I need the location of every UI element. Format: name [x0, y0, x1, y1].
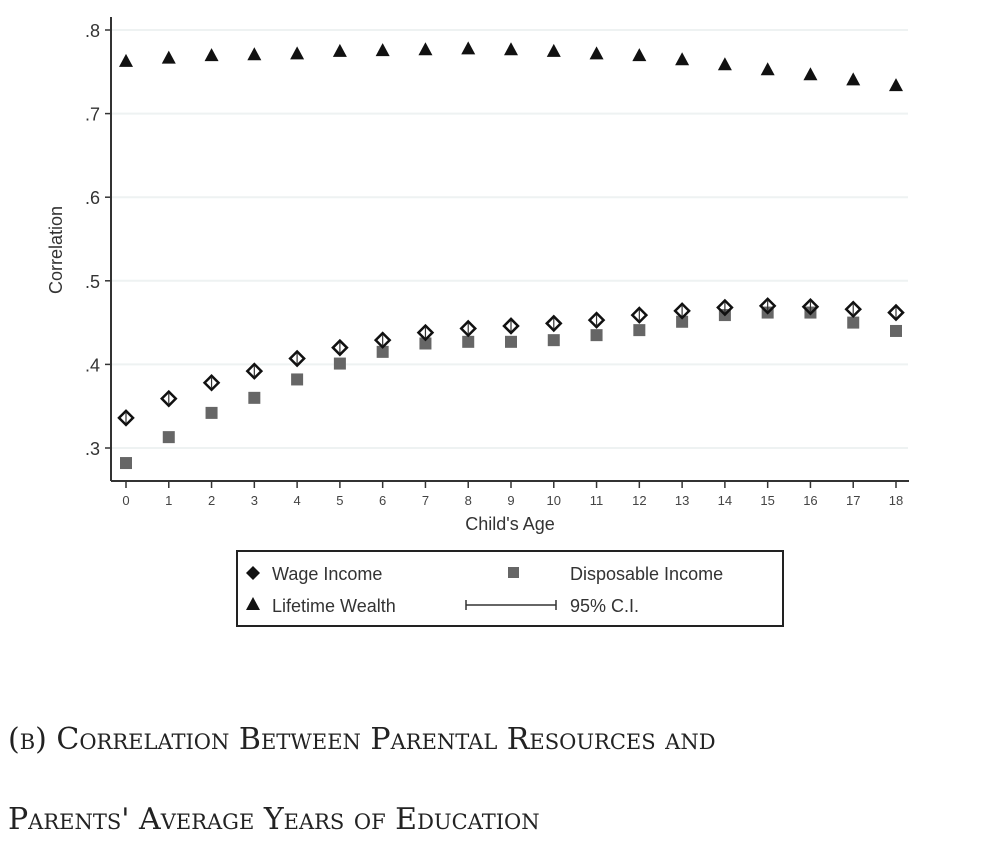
legend-disposable: Disposable Income	[570, 564, 723, 584]
x-tick-label: 8	[465, 493, 472, 508]
disposable-income-point	[890, 324, 902, 337]
lifetime-wealth-point	[760, 62, 775, 76]
lifetime-wealth-point	[589, 46, 604, 60]
wage-income-point	[587, 311, 606, 329]
lifetime-wealth-point	[803, 67, 818, 81]
wage-income-point	[331, 338, 349, 357]
legend-triangle-icon	[246, 597, 260, 610]
legend-square-icon	[508, 567, 519, 578]
x-axis-label: Child's Age	[465, 514, 555, 534]
x-tick-label: 18	[889, 493, 903, 508]
legend-wage: Wage Income	[272, 564, 382, 584]
lifetime-wealth-point	[332, 43, 347, 57]
lifetime-wealth-point	[546, 43, 561, 57]
x-tick-label: 6	[379, 493, 386, 508]
lifetime-wealth-point	[375, 43, 390, 57]
disposable-income-point	[847, 316, 860, 329]
y-axis-label: Correlation	[46, 206, 66, 294]
legend-ci: 95% C.I.	[570, 596, 639, 616]
lifetime-wealth-point	[846, 72, 861, 86]
lifetime-wealth-point	[290, 46, 305, 60]
wage-income-point	[117, 409, 135, 427]
lifetime-wealth-point	[632, 48, 647, 62]
y-tick-label: .4	[85, 355, 100, 375]
disposable-income-point	[120, 457, 132, 470]
disposable-income-point	[333, 357, 346, 370]
x-tick-label: 3	[251, 493, 258, 508]
correlation-chart: .3.4.5.6.7.80 1 2 3 4 5 6 7 8 9 10 11 12 13 14 15 16 17 18…	[46, 17, 909, 627]
lifetime-wealth-point	[675, 52, 690, 66]
x-tick-label: 9	[507, 493, 514, 508]
y-tick-label: .3	[85, 439, 100, 459]
lifetime-wealth-point	[247, 47, 262, 61]
wage-income-point	[844, 300, 862, 318]
x-tick-label: 5	[336, 493, 343, 508]
x-tick-label: 2	[208, 493, 215, 508]
wage-income-point	[801, 297, 820, 316]
y-tick-label: .7	[85, 105, 100, 125]
disposable-income-point	[376, 345, 389, 358]
wage-income-point	[545, 314, 563, 333]
lifetime-wealth-point	[504, 42, 518, 56]
disposable-income-point	[248, 391, 261, 404]
lifetime-wealth-point	[461, 41, 476, 55]
wage-income-point	[502, 317, 520, 335]
disposable-income-point	[633, 324, 646, 337]
wage-income-point	[887, 303, 905, 322]
disposable-income-point	[205, 406, 218, 419]
lifetime-wealth-point	[119, 53, 133, 67]
y-tick-label: .8	[85, 21, 100, 41]
x-tick-label: 17	[846, 493, 860, 508]
x-tick-label: 12	[632, 493, 646, 508]
x-tick-label: 1	[165, 493, 172, 508]
x-tick-label: 10	[547, 493, 561, 508]
disposable-income-point	[547, 334, 560, 347]
legend-ci-icon	[465, 600, 557, 610]
legend-wealth: Lifetime Wealth	[272, 596, 396, 616]
wage-income-point	[416, 323, 435, 342]
wage-income-point	[459, 319, 477, 338]
wage-income-point	[160, 389, 178, 408]
lifetime-wealth-point	[161, 50, 176, 64]
caption-line-1: (b) Correlation Between Parental Resourc…	[8, 722, 716, 757]
lifetime-wealth-point	[889, 78, 903, 92]
wage-income-point	[758, 297, 777, 315]
caption-line-2: Parents' Average Years of Education	[8, 802, 540, 837]
wage-income-point	[202, 374, 221, 392]
disposable-income-point	[462, 335, 475, 348]
disposable-income-point	[291, 373, 304, 386]
lifetime-wealth-point	[717, 57, 732, 71]
legend-diamond-icon	[246, 566, 260, 580]
x-tick-label: 13	[675, 493, 689, 508]
wage-income-point	[245, 362, 264, 380]
disposable-income-point	[505, 335, 517, 348]
disposable-income-point	[676, 315, 689, 328]
x-tick-label: 15	[760, 493, 774, 508]
lifetime-wealth-point	[418, 42, 433, 56]
x-tick-label: 14	[718, 493, 732, 508]
disposable-income-point	[590, 329, 603, 342]
x-tick-label: 16	[803, 493, 817, 508]
y-tick-label: .5	[85, 272, 100, 292]
wage-income-point	[288, 349, 306, 368]
wage-income-point	[673, 302, 691, 320]
wage-income-point	[373, 331, 392, 349]
legend: Wage Income Disposable Income Lifetime W…	[236, 550, 784, 627]
x-tick-label: 7	[422, 493, 429, 508]
y-tick-label: .6	[85, 188, 100, 208]
x-tick-label: 4	[293, 493, 300, 508]
lifetime-wealth-point	[204, 48, 219, 62]
wage-income-point	[716, 298, 734, 317]
x-tick-label: 11	[590, 493, 604, 508]
disposable-income-point	[162, 431, 175, 444]
wage-income-point	[630, 306, 649, 324]
disposable-income-point	[419, 337, 432, 350]
x-tick-label: 0	[122, 493, 129, 508]
